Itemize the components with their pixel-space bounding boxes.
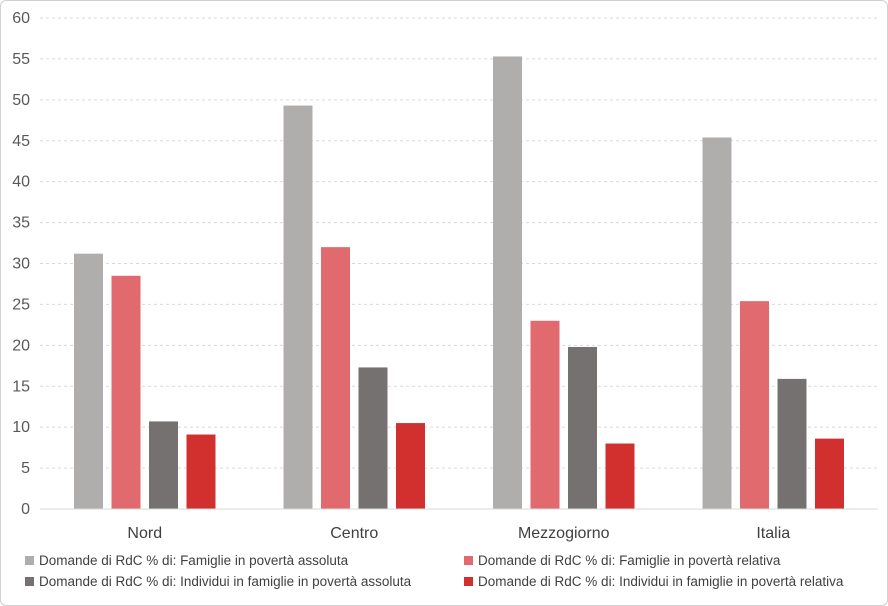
x-category-label: Nord (127, 525, 162, 542)
y-tick-label: 60 (12, 10, 30, 27)
bar-mezzogiorno-series-4 (605, 443, 635, 509)
x-category-label: Mezzogiorno (518, 525, 610, 542)
legend-label: Domande di RdC % di: Famiglie in povertà… (39, 553, 349, 568)
bar-nord-series-2 (111, 275, 141, 509)
y-tick-label: 50 (12, 92, 30, 109)
bar-centro-series-3 (358, 367, 388, 509)
y-tick-label: 55 (12, 51, 30, 68)
bar-nord-series-1 (74, 253, 103, 509)
bar-italia-series-1 (702, 137, 732, 509)
bar-centro-series-2 (321, 247, 350, 509)
legend-swatch (25, 556, 34, 565)
bar-nord-series-3 (149, 421, 178, 509)
y-tick-label: 40 (12, 174, 30, 191)
bar-italia-series-3 (777, 378, 807, 509)
legend-label: Domande di RdC % di: Famiglie in povertà… (478, 553, 781, 568)
y-tick-label: 25 (12, 296, 30, 313)
y-tick-label: 0 (21, 501, 30, 518)
bar-centro-series-1 (283, 105, 313, 509)
x-axis: Nord Centro Mezzogiorno Italia (40, 508, 878, 542)
bar-mezzogiorno-series-2 (530, 320, 560, 509)
bar-nord-series-4 (186, 434, 216, 509)
x-category-label: Italia (756, 525, 790, 542)
y-tick-label: 20 (12, 337, 30, 354)
bars (74, 56, 844, 509)
legend: Domande di RdC % di: Famiglie in povertà… (25, 553, 844, 589)
legend-swatch (25, 577, 34, 586)
y-axis: 0 5 10 15 20 25 30 35 40 45 50 55 60 (12, 10, 30, 518)
x-category-label: Centro (330, 525, 378, 542)
y-tick-label: 15 (12, 378, 30, 395)
legend-swatch (464, 556, 473, 565)
y-tick-label: 30 (12, 256, 30, 273)
legend-label: Domande di RdC % di: Individui in famigl… (478, 574, 844, 589)
y-tick-label: 10 (12, 419, 30, 436)
bar-italia-series-4 (815, 438, 844, 509)
bar-mezzogiorno-series-3 (568, 346, 597, 509)
y-tick-label: 45 (12, 133, 30, 150)
bar-mezzogiorno-series-1 (493, 56, 522, 509)
legend-label: Domande di RdC % di: Individui in famigl… (39, 574, 412, 589)
bar-centro-series-4 (396, 423, 425, 509)
legend-swatch (464, 577, 473, 586)
y-tick-label: 5 (21, 460, 30, 477)
gridlines (40, 17, 878, 469)
bar-italia-series-2 (740, 301, 769, 509)
y-tick-label: 35 (12, 215, 30, 232)
